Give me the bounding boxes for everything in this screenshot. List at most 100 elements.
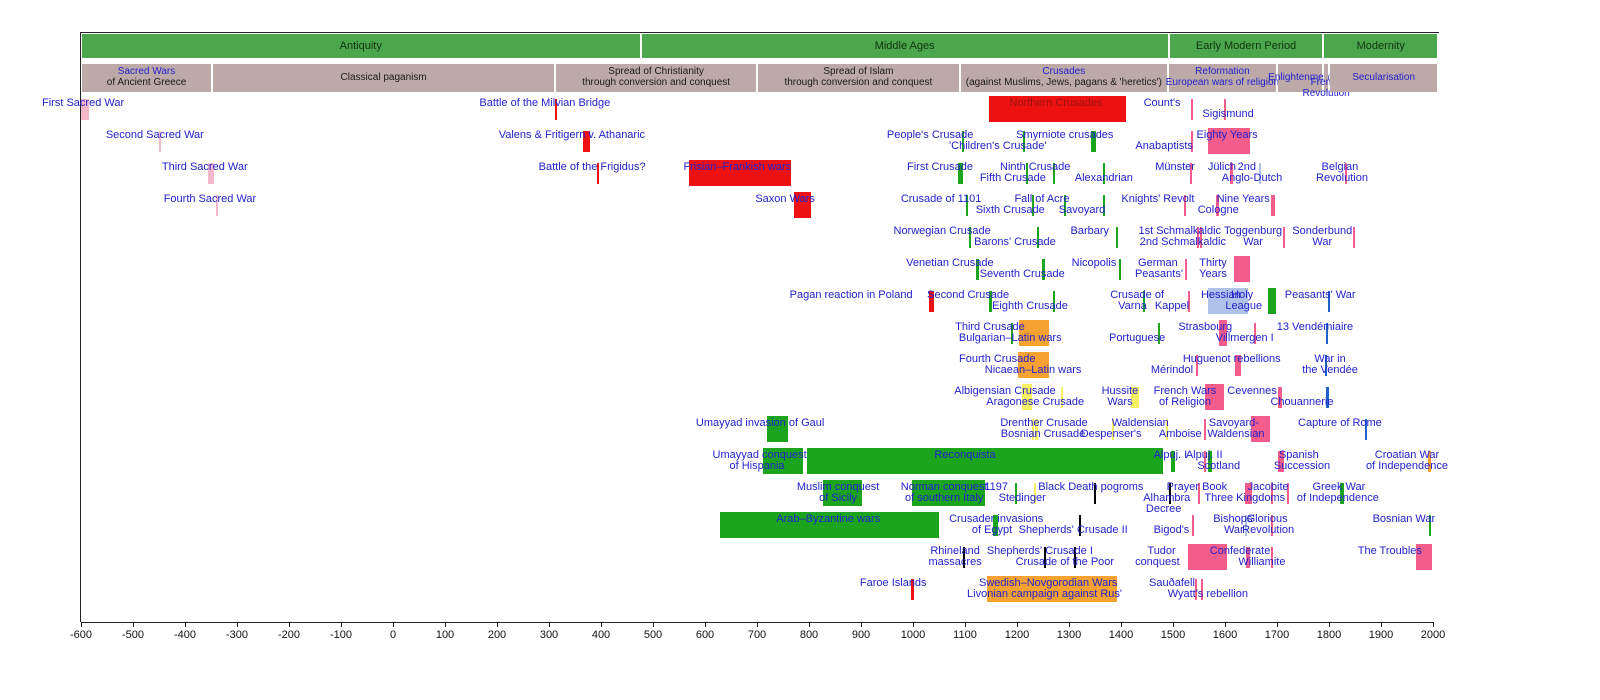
axis-tick-label: -100 bbox=[329, 629, 353, 641]
event-marker bbox=[1118, 259, 1121, 280]
event-label: Cologne bbox=[1197, 204, 1239, 216]
event-marker bbox=[962, 131, 965, 152]
event-label: Knights' Revolt bbox=[1121, 193, 1195, 205]
event-label: Umayyad invasion of Gaul bbox=[695, 417, 825, 429]
event-marker bbox=[1198, 483, 1201, 504]
event-label: Aragonese Crusade bbox=[986, 396, 1085, 408]
event-label: Swedish–Novgorodian Wars bbox=[978, 577, 1118, 589]
event-marker bbox=[1235, 355, 1241, 376]
axis-tick-label: 100 bbox=[435, 629, 455, 641]
event-label: of Sicily bbox=[819, 492, 858, 504]
event-label: Belgian bbox=[1321, 161, 1359, 173]
event-marker bbox=[1195, 579, 1198, 600]
event-marker bbox=[1201, 579, 1204, 600]
event-marker bbox=[1188, 291, 1191, 312]
event-label: Pagan reaction in Poland bbox=[789, 289, 913, 301]
event-label: Despenser's bbox=[1080, 428, 1142, 440]
event-marker bbox=[1079, 515, 1082, 536]
event-label: Greek War bbox=[1312, 481, 1366, 493]
event-marker bbox=[1157, 323, 1160, 344]
event-marker bbox=[1185, 259, 1188, 280]
event-label: Münster bbox=[1155, 161, 1195, 173]
event-label: Croatian War bbox=[1374, 449, 1440, 461]
event-label: Cevennes bbox=[1227, 385, 1277, 397]
event-label: Confederate bbox=[1209, 545, 1271, 557]
event-marker bbox=[1018, 352, 1049, 378]
event-label: First Crusade bbox=[907, 161, 974, 173]
event-marker bbox=[1192, 515, 1195, 536]
event-marker bbox=[1205, 384, 1224, 410]
event-marker bbox=[1271, 547, 1274, 568]
axis-tick-label: 1000 bbox=[900, 629, 926, 641]
y-axis-spine bbox=[80, 32, 81, 622]
event-label: Alexandrian bbox=[1074, 172, 1133, 184]
event-marker bbox=[1184, 195, 1187, 216]
event-marker bbox=[1190, 163, 1193, 184]
event-label: Savoyard bbox=[1058, 204, 1106, 216]
event-label: Wyatt's rebellion bbox=[1167, 588, 1248, 600]
event-label: Arab–Byzantine wars bbox=[776, 513, 881, 525]
event-marker bbox=[1091, 131, 1096, 152]
axis-tick-label: 600 bbox=[695, 629, 715, 641]
event-marker bbox=[993, 515, 998, 536]
event-marker bbox=[1064, 195, 1067, 216]
axis-tick-label: -400 bbox=[173, 629, 197, 641]
event-marker bbox=[1053, 163, 1056, 184]
event-label: Barons' Crusade bbox=[974, 236, 1056, 248]
event-label: of Independence bbox=[1296, 492, 1379, 504]
event-label: Fourth Sacred War bbox=[163, 193, 257, 205]
event-marker bbox=[1254, 323, 1257, 344]
event-label: Waldensian bbox=[1111, 417, 1169, 429]
event-label: Huguenot rebellions bbox=[1182, 353, 1281, 365]
event-label: Smyrniote crusades bbox=[1016, 129, 1114, 141]
event-label: 1st Schmalkaldic bbox=[1138, 225, 1222, 237]
axis-tick bbox=[1329, 622, 1330, 627]
event-label: League bbox=[1225, 300, 1263, 312]
event-marker bbox=[1270, 195, 1276, 216]
event-label: of Hispania bbox=[729, 460, 785, 472]
event-label: Second Sacred War bbox=[105, 129, 204, 141]
era-label: Crusades bbox=[1042, 66, 1086, 77]
event-marker bbox=[1196, 227, 1199, 248]
event-marker bbox=[1339, 483, 1345, 504]
axis-tick-label: 2000 bbox=[1420, 629, 1446, 641]
event-label: of Egypt bbox=[971, 524, 1013, 536]
axis-tick bbox=[1017, 622, 1018, 627]
event-label: Anabaptists bbox=[1135, 140, 1193, 152]
event-label: Barbary bbox=[1070, 225, 1110, 237]
event-marker bbox=[962, 547, 965, 568]
event-label: Williamite bbox=[1238, 556, 1286, 568]
event-marker bbox=[216, 195, 219, 216]
axis-tick bbox=[1069, 622, 1070, 627]
event-marker bbox=[1207, 288, 1249, 314]
event-label: Alhambra bbox=[1143, 492, 1191, 504]
axis-tick bbox=[1433, 622, 1434, 627]
axis-tick-label: 400 bbox=[591, 629, 611, 641]
event-label: Livonian campaign against Rus' bbox=[967, 588, 1123, 600]
event-label: Eighty Years bbox=[1196, 129, 1258, 141]
event-label: Portuguese bbox=[1108, 332, 1166, 344]
event-label: Tudor bbox=[1147, 545, 1176, 557]
event-label: Count's bbox=[1143, 97, 1181, 109]
event-label: Kappel bbox=[1154, 300, 1190, 312]
event-label: Mérindol bbox=[1150, 364, 1194, 376]
event-label: Waldensian bbox=[1207, 428, 1265, 440]
top-spine bbox=[80, 32, 1440, 33]
axis-tick bbox=[757, 622, 758, 627]
event-marker bbox=[1270, 515, 1273, 536]
event-label: 2nd bbox=[1237, 161, 1257, 173]
event-marker bbox=[1229, 163, 1233, 184]
event-marker bbox=[1218, 320, 1228, 346]
axis-tick-label: 1300 bbox=[1056, 629, 1082, 641]
event-marker bbox=[1166, 419, 1169, 440]
era-band-segment bbox=[82, 64, 212, 92]
event-marker bbox=[1325, 387, 1329, 408]
event-marker bbox=[1035, 419, 1039, 440]
event-marker bbox=[1216, 195, 1220, 216]
event-label: 13 Vendémiaire bbox=[1276, 321, 1354, 333]
event-marker bbox=[766, 416, 788, 442]
event-marker bbox=[1115, 227, 1118, 248]
event-label: Stedinger bbox=[998, 492, 1046, 504]
event-marker bbox=[1041, 259, 1046, 280]
